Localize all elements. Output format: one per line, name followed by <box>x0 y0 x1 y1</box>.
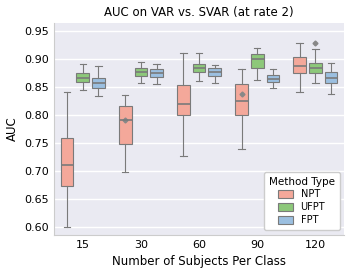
PathPatch shape <box>193 64 205 72</box>
Y-axis label: AUC: AUC <box>6 116 19 141</box>
PathPatch shape <box>208 68 221 76</box>
Legend: NPT, UFPT, FPT: NPT, UFPT, FPT <box>264 172 340 230</box>
PathPatch shape <box>61 138 74 186</box>
PathPatch shape <box>92 78 105 89</box>
PathPatch shape <box>76 73 89 82</box>
Title: AUC on VAR vs. SVAR (at rate 2): AUC on VAR vs. SVAR (at rate 2) <box>104 5 294 19</box>
PathPatch shape <box>325 72 337 83</box>
PathPatch shape <box>251 54 264 68</box>
PathPatch shape <box>235 84 248 115</box>
X-axis label: Number of Subjects Per Class: Number of Subjects Per Class <box>112 255 286 269</box>
PathPatch shape <box>293 57 306 73</box>
PathPatch shape <box>119 106 132 144</box>
PathPatch shape <box>267 75 279 82</box>
PathPatch shape <box>309 63 322 73</box>
PathPatch shape <box>150 70 163 77</box>
PathPatch shape <box>134 68 147 76</box>
PathPatch shape <box>177 85 190 115</box>
